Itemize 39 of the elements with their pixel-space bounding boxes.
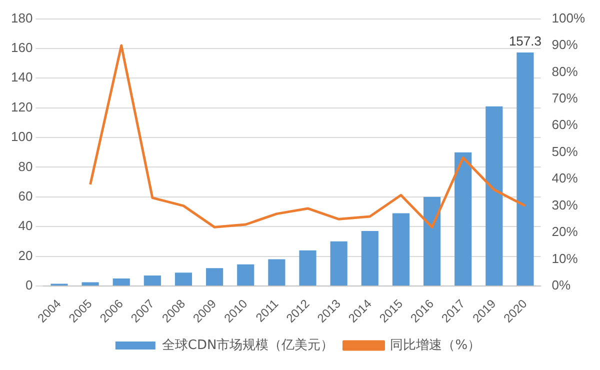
y-tick-label: 0	[25, 278, 33, 293]
y-tick-label: 180	[10, 10, 33, 26]
bar	[82, 282, 99, 286]
y2-tick-label: 100%	[552, 10, 586, 26]
y2-tick-label: 20%	[552, 224, 578, 240]
bar	[454, 152, 472, 286]
y-tick-label: 100	[10, 129, 33, 144]
bar	[423, 196, 441, 286]
y2-tick-label: 0%	[552, 278, 571, 293]
bar	[486, 106, 503, 286]
data-label: 157.3	[508, 34, 542, 49]
y2-tick-label: 70%	[552, 90, 578, 106]
y-tick-label: 120	[10, 99, 33, 114]
bar	[144, 276, 161, 286]
bar	[330, 241, 348, 286]
bar	[361, 231, 378, 286]
y-tick-label: 40	[18, 218, 33, 234]
y2-tick-label: 10%	[552, 250, 578, 266]
bar	[299, 250, 316, 286]
y2-tick-label: 80%	[552, 64, 578, 79]
legend-label: 同比增速（%）	[390, 338, 481, 353]
y2-tick-label: 50%	[552, 144, 578, 159]
bar	[392, 213, 410, 286]
y2-tick-label: 40%	[552, 170, 578, 186]
bar	[237, 264, 254, 286]
y2-tick-label: 30%	[552, 197, 578, 212]
bar	[206, 268, 224, 286]
bar	[516, 52, 534, 286]
y2-tick-label: 60%	[552, 117, 578, 132]
legend-label: 全球CDN市场规模（亿美元）	[162, 336, 334, 353]
y-tick-label: 140	[10, 70, 33, 85]
y-tick-label: 60	[18, 188, 33, 204]
y-tick-label: 20	[18, 248, 33, 263]
y2-tick-label: 90%	[552, 37, 578, 52]
bar	[112, 278, 130, 286]
bar	[174, 272, 192, 286]
y-tick-label: 80	[18, 158, 33, 174]
y-tick-label: 160	[10, 40, 33, 56]
bar	[268, 259, 286, 286]
